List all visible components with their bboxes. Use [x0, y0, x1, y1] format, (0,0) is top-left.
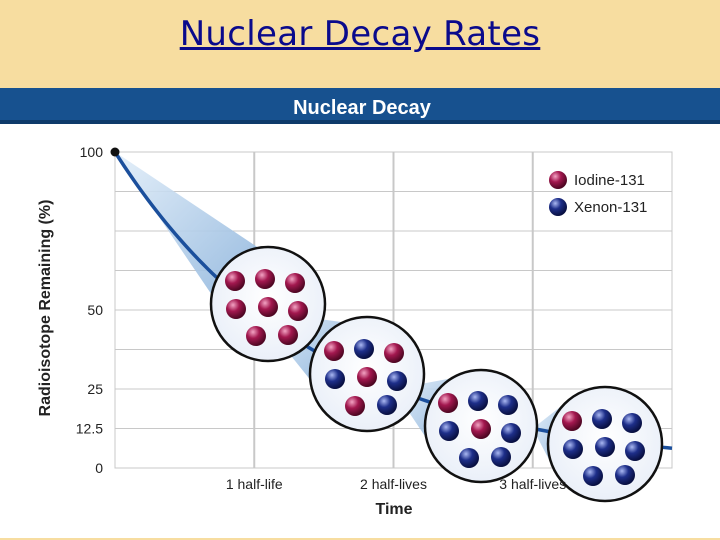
y-tick-label: 50 — [87, 302, 103, 318]
iodine-atom — [258, 297, 278, 317]
x-tick-label: 1 half-life — [226, 476, 283, 492]
x-tick-label: 3 half-lives — [499, 476, 566, 492]
xenon-atom — [468, 391, 488, 411]
x-tick-label: 2 half-lives — [360, 476, 427, 492]
xenon-atom — [592, 409, 612, 429]
xenon-atom — [563, 439, 583, 459]
y-axis-title: Radioisotope Remaining (%) — [37, 200, 54, 417]
header-band — [0, 88, 720, 124]
legend-label: Xenon-131 — [574, 199, 647, 216]
iodine-atom — [246, 326, 266, 346]
xenon-atom — [498, 395, 518, 415]
sample-circle — [546, 385, 664, 503]
xenon-atom — [622, 413, 642, 433]
legend-label: Iodine-131 — [574, 172, 645, 189]
sample-circle — [308, 315, 426, 433]
xenon-atom — [459, 448, 479, 468]
iodine-atom — [226, 299, 246, 319]
xenon-atom — [625, 441, 645, 461]
sample-circles — [209, 245, 664, 503]
x-tick-labels: 1 half-life 2 half-lives 3 half-lives — [226, 476, 566, 492]
sample-circle — [209, 245, 327, 363]
iodine-atom — [255, 269, 275, 289]
decay-chart: Nuclear Decay 100 50 25 12.5 0 1 half-life 2 … — [0, 88, 720, 518]
sample-circle — [423, 368, 539, 484]
header-band-shadow — [0, 120, 720, 124]
chart-title: Nuclear Decay — [293, 97, 432, 119]
xenon-atom — [501, 423, 521, 443]
iodine-atom — [288, 301, 308, 321]
y-tick-label: 100 — [80, 144, 104, 160]
data-point — [110, 147, 120, 157]
iodine-atom — [278, 325, 298, 345]
xenon-atom — [583, 466, 603, 486]
iodine-atom — [384, 343, 404, 363]
xenon-atom — [377, 395, 397, 415]
y-tick-label: 12.5 — [76, 421, 103, 437]
y-tick-labels: 100 50 25 12.5 0 — [76, 144, 103, 476]
xenon-atom — [615, 465, 635, 485]
callout-wedge — [115, 152, 259, 295]
y-tick-label: 25 — [87, 381, 103, 397]
iodine-atom — [438, 393, 458, 413]
iodine-atom — [324, 341, 344, 361]
iodine-atom — [345, 396, 365, 416]
iodine-atom — [285, 273, 305, 293]
xenon-atom — [354, 339, 374, 359]
slide-title: Nuclear Decay Rates — [179, 14, 541, 54]
xenon-atom — [439, 421, 459, 441]
xenon-atom — [491, 447, 511, 467]
legend: Iodine-131 Xenon-131 — [549, 171, 647, 216]
chart-figure: Nuclear Decay 100 50 25 12.5 0 1 half-life 2 … — [0, 88, 720, 538]
iodine-atom — [225, 271, 245, 291]
iodine-atom — [357, 367, 377, 387]
iodine-atom — [471, 419, 491, 439]
iodine-atom — [562, 411, 582, 431]
legend-swatch — [549, 171, 567, 189]
xenon-atom — [595, 437, 615, 457]
y-tick-label: 0 — [95, 460, 103, 476]
xenon-atom — [325, 369, 345, 389]
legend-swatch — [549, 198, 567, 216]
x-axis-title: Time — [375, 501, 412, 518]
xenon-atom — [387, 371, 407, 391]
